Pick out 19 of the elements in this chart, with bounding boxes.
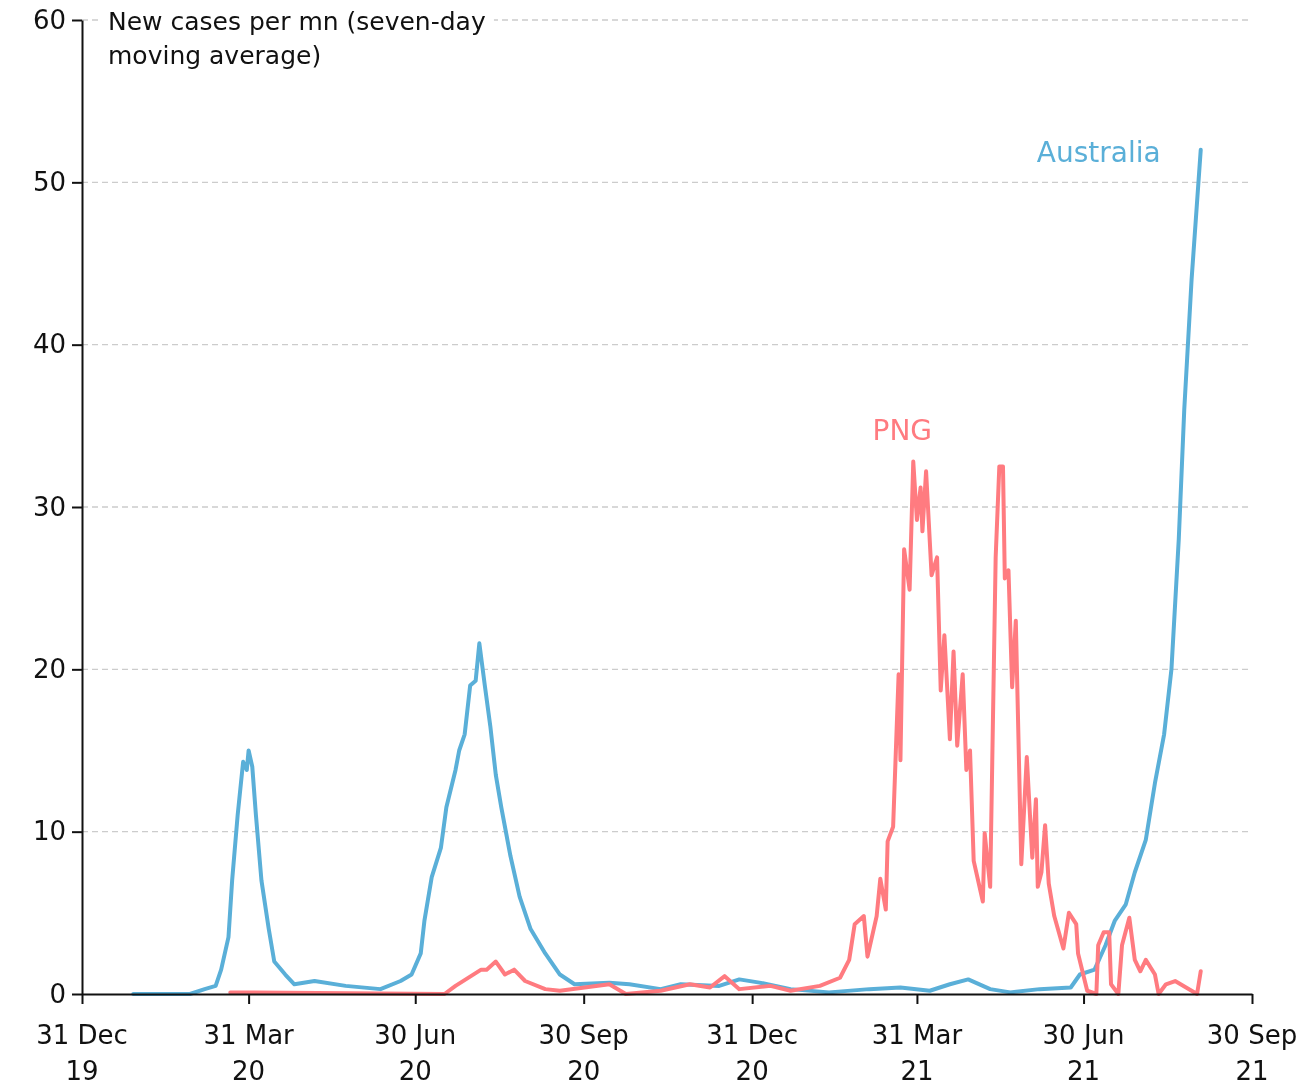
y-tick-label: 50 — [32, 167, 66, 198]
y-tick-label: 40 — [32, 329, 66, 360]
x-tick-label: 30 Sep 20 — [538, 1020, 629, 1086]
x-tick-label: 30 Jun 21 — [1042, 1020, 1125, 1086]
x-tick-label: 31 Dec 19 — [36, 1020, 128, 1086]
x-tick-label: 31 Mar 21 — [871, 1020, 963, 1086]
x-tick-label: 31 Mar 20 — [203, 1020, 295, 1086]
x-tick-label: 31 Dec 20 — [706, 1020, 798, 1086]
series-label: Australia — [1036, 135, 1161, 169]
line-series — [228, 459, 1203, 996]
y-tick-label: 20 — [32, 654, 66, 685]
y-tick-label: 60 — [32, 4, 66, 35]
y-axis-title: New cases per mn (seven-day moving average) — [108, 7, 486, 70]
y-tick-label: 10 — [32, 816, 66, 847]
y-tick-label: 0 — [49, 978, 66, 1009]
y-tick-label: 30 — [32, 491, 66, 522]
x-tick-label: 30 Sep 21 — [1206, 1020, 1298, 1086]
x-tick-label: 30 Jun 20 — [374, 1020, 457, 1086]
series-label: PNG — [872, 413, 933, 447]
